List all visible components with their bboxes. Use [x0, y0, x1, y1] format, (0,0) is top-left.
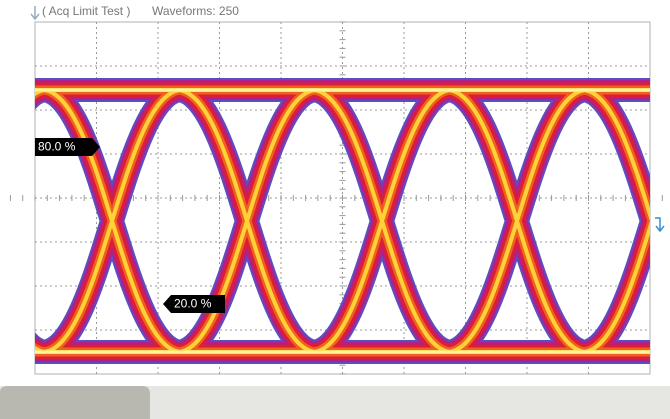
waveform-count: Waveforms: 250 [152, 4, 239, 18]
marker-label: 80.0 % [38, 140, 76, 154]
marker-tag [35, 138, 100, 156]
menu-tab [0, 386, 150, 419]
trigger-icon [30, 6, 40, 21]
level-icon [655, 217, 665, 233]
eye-diagram [35, 78, 650, 364]
eye-band [35, 88, 650, 354]
marker-label: 20.0 % [174, 297, 212, 311]
marker-tag [163, 295, 225, 313]
status-text: ( Acq Limit Test ) [42, 4, 130, 18]
